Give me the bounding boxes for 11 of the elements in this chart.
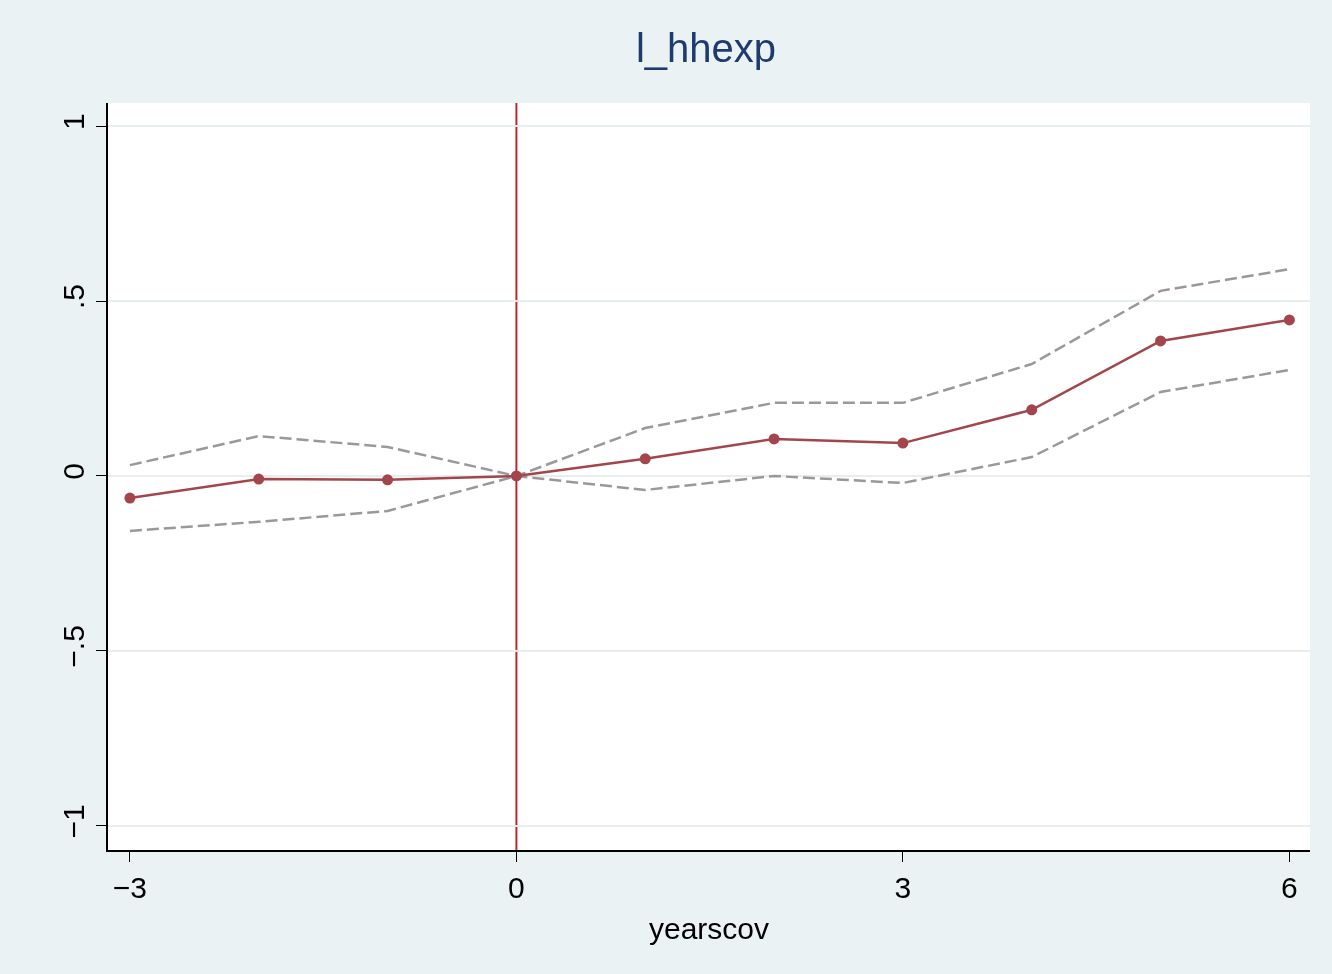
- y-tick-label: 1: [57, 113, 91, 130]
- y-tick-label: −.5: [57, 625, 91, 668]
- y-tick-label: .5: [57, 284, 91, 310]
- x-tick-label: 3: [894, 870, 912, 904]
- x-tick-label: 0: [508, 870, 525, 904]
- chart-title: l_hhexp: [635, 26, 777, 71]
- y-tick-label: 0: [57, 463, 91, 480]
- x-axis-title: yearscov: [648, 911, 770, 945]
- x-tick-label: −3: [112, 870, 148, 904]
- x-tick-label: 6: [1281, 870, 1298, 904]
- y-tick-label: −1: [57, 804, 91, 839]
